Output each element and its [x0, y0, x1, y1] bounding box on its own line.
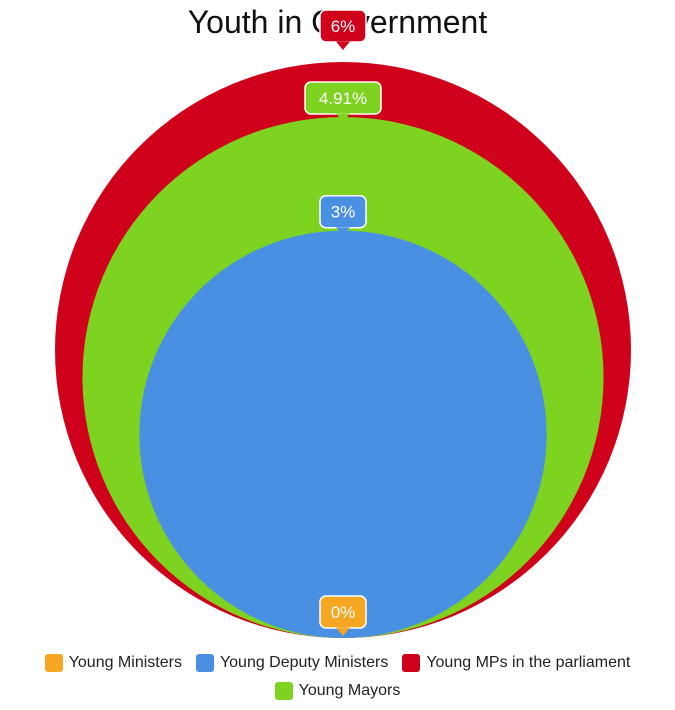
- data-label-young-mps-in-the-parliament: 6%: [319, 9, 367, 50]
- data-label-text-young-ministers: 0%: [331, 603, 356, 622]
- data-label-young-mayors: 4.91%: [304, 81, 382, 122]
- legend-swatch: [195, 654, 214, 672]
- nested-circle-chart: 6% 4.91% 3% 0%: [55, 9, 631, 638]
- legend-swatch: [402, 654, 421, 672]
- data-label-text-young-mps-in-the-parliament: 6%: [331, 17, 356, 36]
- legend-label: Young Ministers: [68, 654, 182, 671]
- legend-swatch: [44, 654, 63, 672]
- circle-young-deputy-ministers[interactable]: [139, 230, 547, 638]
- legend-item-young-mayors[interactable]: Young Mayors: [274, 682, 401, 700]
- data-label-young-deputy-ministers: 3%: [319, 194, 367, 236]
- legend-label: Young Mayors: [298, 682, 401, 699]
- legend-item-young-ministers[interactable]: Young Ministers: [44, 654, 182, 672]
- legend-item-young-mps-in-the-parliament[interactable]: Young MPs in the parliament: [402, 654, 630, 672]
- chart-legend: Young Ministers Young Deputy Ministers You…: [0, 654, 675, 710]
- data-label-text-young-mayors: 4.91%: [319, 89, 367, 108]
- legend-swatch: [274, 682, 293, 700]
- legend-item-young-deputy-ministers[interactable]: Young Deputy Ministers: [195, 654, 389, 672]
- legend-label: Young Deputy Ministers: [219, 654, 389, 671]
- data-label-text-young-deputy-ministers: 3%: [331, 203, 356, 222]
- data-label-young-ministers: 0%: [319, 595, 367, 636]
- legend-label: Young MPs in the parliament: [426, 654, 631, 671]
